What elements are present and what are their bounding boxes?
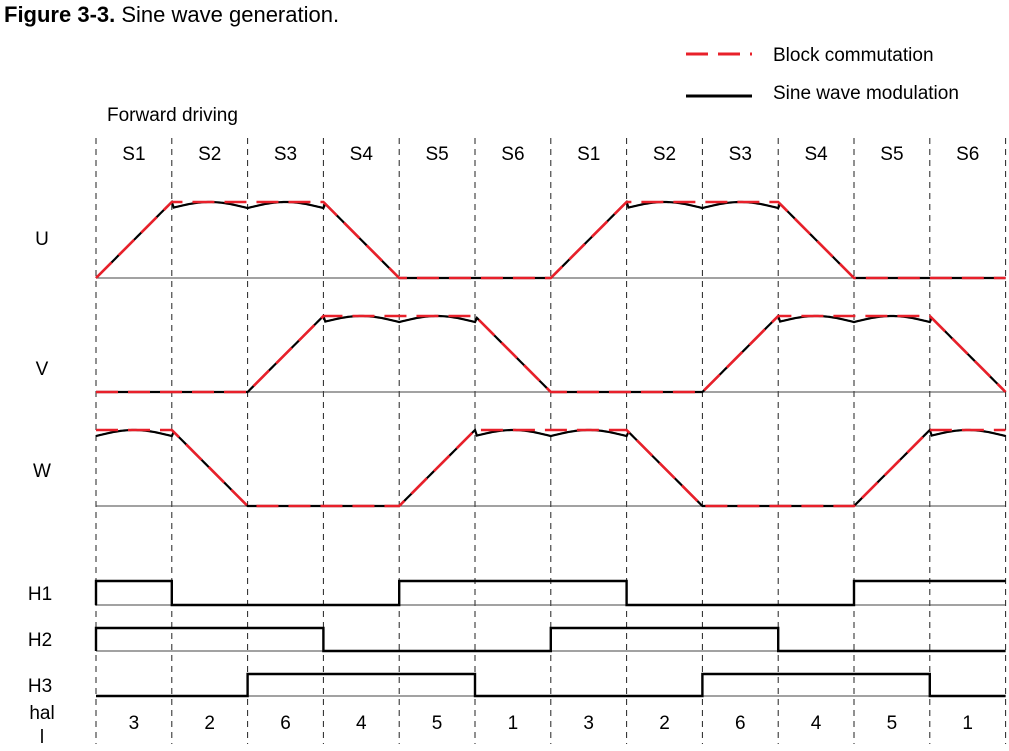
sector-label-5: S5 bbox=[425, 144, 448, 165]
hall-value-2: 2 bbox=[204, 713, 215, 734]
hall-value-3: 6 bbox=[280, 713, 291, 734]
figure-number: Figure 3-3. bbox=[4, 2, 116, 27]
hall-row-label: hal bbox=[29, 703, 54, 724]
sector-label-9: S3 bbox=[729, 144, 752, 165]
hall-value-5: 5 bbox=[432, 713, 443, 734]
forward-driving-label: Forward driving bbox=[107, 105, 238, 126]
hall-signal-h1 bbox=[94, 579, 1006, 607]
legend-sine-wave-label: Sine wave modulation bbox=[773, 83, 959, 104]
block-commutation-u bbox=[95, 200, 1006, 280]
phase-label-u: U bbox=[35, 229, 49, 250]
sector-label-1: S1 bbox=[122, 144, 145, 165]
sector-label-7: S1 bbox=[577, 144, 600, 165]
hall-value-6: 1 bbox=[508, 713, 519, 734]
sector-label-8: S2 bbox=[653, 144, 676, 165]
block-commutation-w bbox=[96, 428, 1006, 508]
hall-label-h3: H3 bbox=[28, 676, 52, 697]
sector-label-4: S4 bbox=[350, 144, 374, 165]
sector-label-11: S5 bbox=[880, 144, 903, 165]
figure-title: Figure 3-3. Sine wave generation. bbox=[4, 2, 339, 28]
phase-label-w: W bbox=[33, 461, 51, 482]
phase-label-v: V bbox=[36, 359, 49, 380]
hall-label-h2: H2 bbox=[28, 630, 52, 651]
sector-label-3: S3 bbox=[274, 144, 297, 165]
hall-value-8: 2 bbox=[659, 713, 670, 734]
hall-value-4: 4 bbox=[356, 713, 367, 734]
sector-label-12: S6 bbox=[956, 144, 979, 165]
legend-block-commutation-label: Block commutation bbox=[773, 45, 934, 66]
sector-label-2: S2 bbox=[198, 144, 221, 165]
hall-signal-h2 bbox=[94, 626, 1006, 653]
hall-signal-h3 bbox=[96, 672, 1006, 698]
figure-caption: Sine wave generation. bbox=[121, 2, 340, 27]
block-commutation-v bbox=[96, 314, 1007, 394]
hall-value-1: 3 bbox=[129, 713, 140, 734]
hall-row-label-cont: l bbox=[40, 727, 44, 748]
sector-label-10: S4 bbox=[804, 144, 828, 165]
hall-value-7: 3 bbox=[583, 713, 594, 734]
hall-value-11: 5 bbox=[887, 713, 898, 734]
sector-label-6: S6 bbox=[501, 144, 524, 165]
hall-label-h1: H1 bbox=[28, 584, 52, 605]
hall-value-12: 1 bbox=[962, 713, 973, 734]
hall-value-9: 6 bbox=[735, 713, 746, 734]
hall-value-10: 4 bbox=[811, 713, 822, 734]
